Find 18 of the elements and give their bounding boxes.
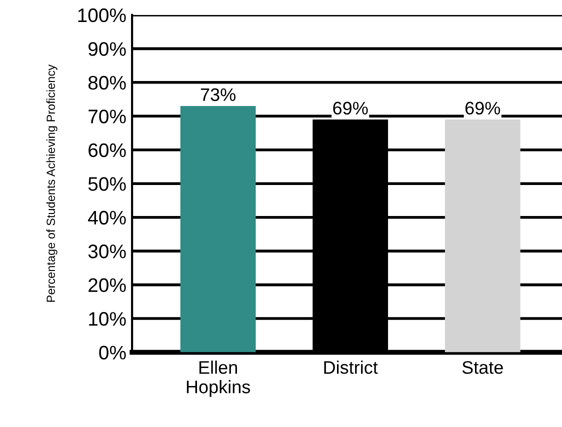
y-axis-title: Percentage of Students Achieving Proficiency — [46, 64, 58, 302]
y-tick-label: 80% — [88, 76, 126, 90]
y-tick-label: 0% — [99, 346, 126, 360]
y-tick-label: 40% — [88, 210, 126, 225]
y-tick-label: 20% — [88, 278, 126, 292]
x-tick-label: State — [462, 361, 503, 374]
y-tick-label: 60% — [88, 143, 126, 158]
y-tick-label: 30% — [88, 244, 126, 258]
x-tick-label: Ellen Hopkins — [186, 360, 250, 397]
y-tick-label: 100% — [78, 8, 126, 22]
x-tick-label: District — [324, 360, 378, 374]
data-label: 73% — [200, 88, 236, 102]
y-tick-label: 90% — [88, 42, 126, 56]
data-label: 69% — [465, 102, 500, 115]
data-label: 69% — [333, 102, 368, 115]
y-tick-label: 10% — [89, 312, 126, 326]
y-tick-label: 50% — [88, 177, 126, 191]
y-tick-label: 70% — [88, 110, 126, 124]
